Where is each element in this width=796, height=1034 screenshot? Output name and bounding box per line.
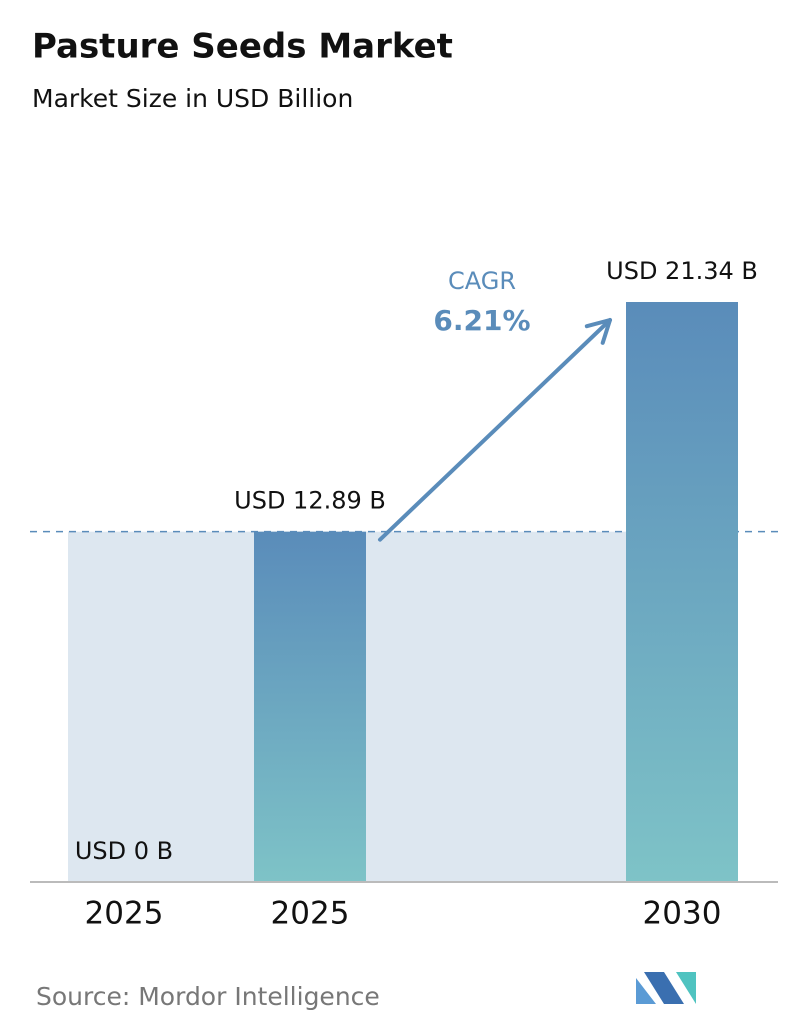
x-tick-label: 2030 [643, 896, 722, 932]
value-label: USD 21.34 B [606, 257, 758, 285]
value-label: USD 0 B [75, 837, 173, 865]
bar [254, 531, 366, 882]
cagr-label: CAGR [448, 267, 516, 295]
value-label: USD 12.89 B [234, 487, 386, 515]
source: Source: Mordor Intelligence [36, 982, 380, 1011]
logo [636, 972, 696, 1004]
chart-title: Pasture Seeds Market [32, 27, 453, 67]
plot: USD 0 B 2025 USD 12.89 B 2025 USD 21.34 B 203… [30, 257, 780, 932]
cagr-arrow [378, 318, 612, 542]
chart-subtitle: Market Size in USD Billion [32, 84, 353, 113]
bar [626, 302, 738, 882]
cagr-arrowhead [584, 318, 612, 345]
cagr-value: 6.21% [433, 304, 530, 337]
x-tick-label: 2025 [85, 896, 164, 932]
x-tick-label: 2025 [271, 896, 350, 932]
